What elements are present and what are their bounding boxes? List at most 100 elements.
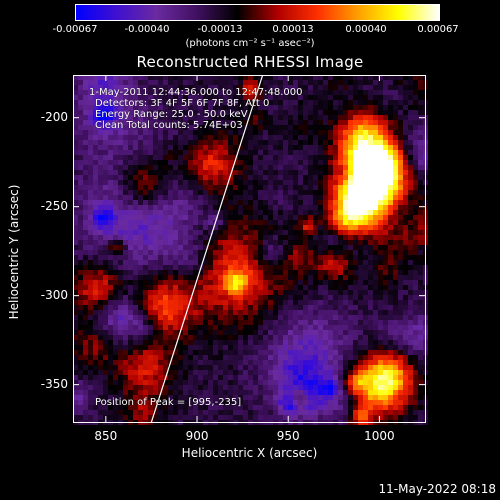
- heatmap-cell: [73, 385, 78, 390]
- heatmap-cell: [113, 310, 118, 315]
- heatmap-cell: [268, 325, 273, 330]
- heatmap-cell: [248, 200, 253, 205]
- heatmap-cell: [398, 295, 403, 300]
- heatmap-cell: [253, 275, 258, 280]
- heatmap-cell: [418, 365, 423, 370]
- heatmap-cell: [208, 190, 213, 195]
- heatmap-cell: [373, 90, 378, 95]
- heatmap-cell: [348, 250, 353, 255]
- heatmap-cell: [398, 205, 403, 210]
- heatmap-cell: [258, 355, 263, 360]
- heatmap-cell: [253, 100, 258, 105]
- heatmap-cell: [108, 85, 113, 90]
- heatmap-cell: [243, 235, 248, 240]
- heatmap-cell: [323, 355, 328, 360]
- heatmap-cell: [258, 410, 263, 415]
- heatmap-cell: [258, 325, 263, 330]
- heatmap-cell: [378, 395, 383, 400]
- heatmap-cell: [288, 410, 293, 415]
- heatmap-cell: [298, 375, 303, 380]
- heatmap-cell: [323, 255, 328, 260]
- heatmap-cell: [333, 140, 338, 145]
- heatmap-cell: [293, 105, 298, 110]
- heatmap-cell: [298, 95, 303, 100]
- heatmap-cell: [128, 400, 133, 405]
- x-tick-label: 850: [94, 429, 117, 443]
- heatmap-cell: [378, 345, 383, 350]
- heatmap-cell: [78, 215, 83, 220]
- heatmap-cell: [363, 340, 368, 345]
- heatmap-cell: [353, 115, 358, 120]
- heatmap-cell: [358, 220, 363, 225]
- heatmap-cell: [363, 170, 368, 175]
- heatmap-cell: [233, 335, 238, 340]
- heatmap-cell: [378, 180, 383, 185]
- heatmap-cell: [348, 110, 353, 115]
- heatmap-cell: [213, 80, 218, 85]
- heatmap-cell: [303, 380, 308, 385]
- heatmap-cell: [408, 195, 413, 200]
- heatmap-cell: [113, 410, 118, 415]
- heatmap-cell: [308, 330, 313, 335]
- heatmap-cell: [418, 290, 423, 295]
- heatmap-cell: [123, 390, 128, 395]
- heatmap-cell: [118, 390, 123, 395]
- heatmap-cell: [388, 410, 393, 415]
- heatmap-cell: [323, 380, 328, 385]
- heatmap-cell: [248, 80, 253, 85]
- heatmap-cell: [88, 195, 93, 200]
- heatmap-cell: [128, 100, 133, 105]
- heatmap-cell: [283, 165, 288, 170]
- heatmap-cell: [163, 290, 168, 295]
- colorbar-tick: -0.00067: [52, 24, 98, 35]
- heatmap-cell: [83, 185, 88, 190]
- heatmap-cell: [168, 210, 173, 215]
- heatmap-cell: [153, 385, 158, 390]
- heatmap-cell: [383, 185, 388, 190]
- heatmap-cell: [158, 275, 163, 280]
- heatmap-cell: [193, 120, 198, 125]
- heatmap-cell: [323, 245, 328, 250]
- heatmap-cell: [313, 95, 318, 100]
- heatmap-cell: [258, 160, 263, 165]
- heatmap-cell: [298, 190, 303, 195]
- heatmap-cell: [93, 300, 98, 305]
- heatmap-cell: [298, 125, 303, 130]
- heatmap-cell: [418, 405, 423, 410]
- heatmap-cell: [308, 125, 313, 130]
- heatmap-cell: [158, 360, 163, 365]
- heatmap-cell: [168, 335, 173, 340]
- heatmap-cell: [368, 375, 373, 380]
- heatmap-cell: [183, 95, 188, 100]
- heatmap-cell: [113, 335, 118, 340]
- heatmap-cell: [408, 125, 413, 130]
- heatmap-cell: [303, 240, 308, 245]
- heatmap-cell: [83, 250, 88, 255]
- heatmap-cell: [128, 215, 133, 220]
- heatmap-cell: [243, 270, 248, 275]
- heatmap-cell: [408, 200, 413, 205]
- heatmap-cell: [188, 380, 193, 385]
- heatmap-cell: [333, 340, 338, 345]
- heatmap-cell: [403, 390, 408, 395]
- heatmap-cell: [328, 215, 333, 220]
- heatmap-cell: [203, 325, 208, 330]
- heatmap-cell: [98, 150, 103, 155]
- heatmap-cell: [188, 230, 193, 235]
- heatmap-cell: [303, 250, 308, 255]
- heatmap-cell: [378, 320, 383, 325]
- heatmap-cell: [308, 165, 313, 170]
- heatmap-cell: [318, 365, 323, 370]
- heatmap-cell: [253, 285, 258, 290]
- heatmap-cell: [108, 110, 113, 115]
- heatmap-cell: [188, 180, 193, 185]
- heatmap-cell: [358, 405, 363, 410]
- heatmap-cell: [188, 140, 193, 145]
- heatmap-cell: [168, 330, 173, 335]
- heatmap-cell: [188, 320, 193, 325]
- heatmap-cell: [413, 135, 418, 140]
- heatmap-cell: [323, 390, 328, 395]
- heatmap-cell: [328, 185, 333, 190]
- heatmap-cell: [108, 190, 113, 195]
- heatmap-cell: [168, 295, 173, 300]
